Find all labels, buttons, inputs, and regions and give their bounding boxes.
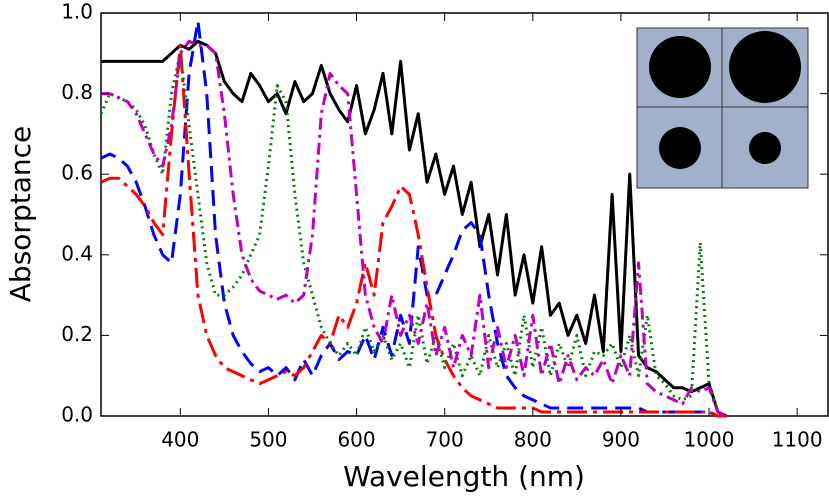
- x-tick-label: 1000: [684, 428, 735, 452]
- y-tick-label: 0.4: [61, 241, 93, 265]
- inset-circle: [659, 127, 701, 169]
- x-tick-label: 700: [426, 428, 464, 452]
- data-line: [101, 39, 728, 418]
- plot-frame: [100, 12, 829, 417]
- x-tick-label: 900: [602, 428, 640, 452]
- data-line: [100, 43, 727, 418]
- y-tick-label: 0.6: [61, 161, 93, 185]
- inset-circle: [749, 132, 781, 164]
- x-tick-label: 1100: [772, 428, 823, 452]
- x-axis-label: Wavelength (nm): [343, 460, 585, 493]
- x-tick-label: 800: [514, 428, 552, 452]
- plot-area: [99, 19, 728, 418]
- inset-circle: [649, 36, 711, 98]
- data-line: [99, 51, 728, 418]
- x-tick-label: 500: [249, 428, 287, 452]
- y-tick-label: 0.0: [61, 403, 93, 427]
- y-axis-label: Absorptance: [4, 126, 37, 302]
- inset-circle: [729, 31, 801, 103]
- y-tick-label: 1.0: [61, 0, 93, 24]
- y-tick-label: 0.8: [61, 80, 93, 104]
- inset: [636, 27, 809, 189]
- x-tick-label: 400: [161, 428, 199, 452]
- y-tick-label: 0.2: [61, 322, 93, 346]
- data-line: [100, 19, 727, 418]
- x-tick-label: 600: [337, 428, 375, 452]
